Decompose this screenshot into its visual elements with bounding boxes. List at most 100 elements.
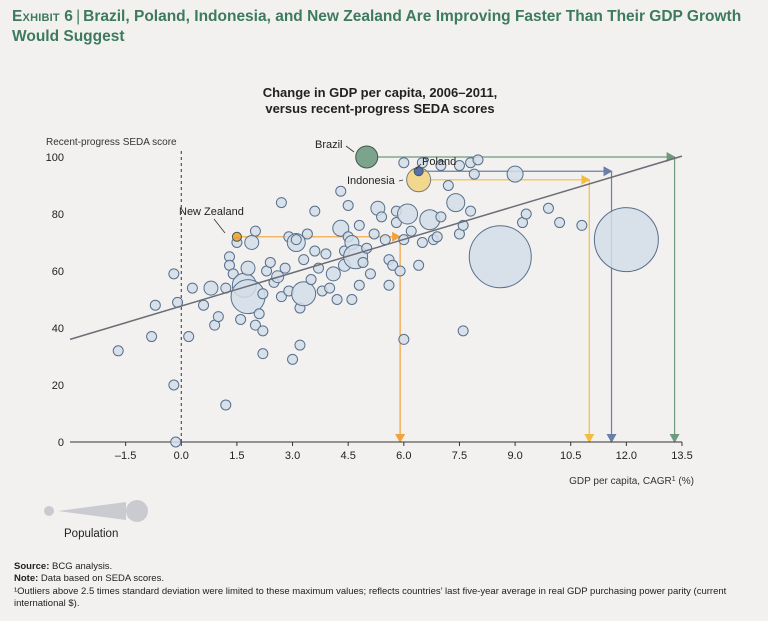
data-point [520,208,532,220]
data-point [309,205,321,217]
chart-title-line1: Change in GDP per capita, 2006–2011, [262,85,498,100]
population-large-circle [126,500,148,522]
data-point [379,234,391,246]
data-point [198,299,210,311]
data-point [294,339,306,351]
data-point [298,254,310,266]
data-point [342,199,354,211]
population-legend-label: Population [64,528,119,540]
source-text: BCG analysis. [49,561,113,572]
data-point [397,203,419,225]
y-axis-label: Recent-progress SEDA score [46,137,177,148]
data-point [244,235,260,250]
data-point [368,228,380,240]
data-point [324,282,336,294]
data-point [465,205,477,217]
data-point [387,259,399,271]
data-point [183,331,195,343]
exhibit-heading: Brazil, Poland, Indonesia, and New Zeala… [12,8,742,45]
x-tick-label: 10.5 [560,450,581,462]
data-point [468,225,532,289]
data-point [240,260,256,276]
new-zealand-point [231,231,242,242]
data-point [442,180,454,191]
data-point [279,262,291,274]
x-tick-label: 9.0 [507,450,522,462]
data-point [249,319,261,331]
x-tick-label: 4.5 [341,450,356,462]
x-tick-label: 7.5 [452,450,467,462]
data-point [257,288,269,300]
data-point [290,234,302,246]
data-point [353,279,365,291]
y-tick-label: 40 [52,323,64,335]
data-point [249,225,261,237]
y-tick-label: 0 [58,437,64,449]
data-point [112,345,124,357]
brazil-point [355,145,379,169]
data-point [149,299,161,311]
new-zealand-leader-line [213,218,226,234]
note-text: Data based on SEDA scores. [38,573,164,585]
x-tick-label: 12.0 [616,450,637,462]
data-point [257,348,269,360]
data-point [203,280,219,296]
data-point [275,291,287,303]
data-point [301,228,313,240]
data-point [291,281,317,307]
x-tick-label: 3.0 [285,450,300,462]
data-point [220,399,232,411]
data-point [405,225,417,237]
data-points [69,154,683,448]
x-tick-label: 1.5 [229,450,244,462]
data-point [576,219,588,231]
population-legend [44,500,148,522]
data-point [398,157,410,169]
data-point [431,231,443,243]
x-tick-label: 0.0 [174,450,189,462]
data-point [542,202,554,214]
data-point [593,207,659,273]
y-tick-label: 20 [52,380,64,392]
data-point [257,325,269,337]
indonesia-label: Indonesia [347,175,396,187]
data-point [353,219,365,231]
exhibit-title: Exhibit 6 | Brazil, Poland, Indonesia, and… [12,7,757,47]
data-point [309,245,321,257]
data-point [435,160,447,172]
trend-line [69,155,683,341]
chart-title-line2: versus recent-progress SEDA scores [265,101,495,116]
data-point [186,282,198,294]
data-point [264,256,276,268]
y-tick-label: 100 [46,152,64,164]
data-point [325,266,341,282]
data-point [472,154,484,166]
axes: 0 20 40 60 80 100 –1.5 0.0 1.5 3.0 4.5 6.0 7.5 9.0 10.… [46,137,694,487]
title-separator: | [76,8,81,25]
poland-point [413,166,424,177]
x-tick-label: –1.5 [115,450,136,462]
data-point [253,308,265,320]
data-point [335,185,347,197]
brazil-label: Brazil [315,139,343,151]
highlighted-points [231,145,432,242]
footnote-1: ¹Outliers above 2.5 times standard devia… [14,585,727,609]
chart-labels: Brazil Poland Indonesia New Zealand [179,139,456,234]
note-label: Note: [14,573,39,585]
data-point [332,219,350,237]
data-point [168,379,180,391]
brazil-leader-line [345,145,355,153]
population-small-circle [44,506,54,516]
poland-label: Poland [422,156,456,168]
data-point [376,211,388,223]
data-point [235,313,247,325]
data-point [331,294,343,305]
y-tick-label: 80 [52,209,64,221]
indonesia-leader-line [398,179,404,182]
data-point [468,168,480,180]
data-point [554,217,566,229]
poland-leader-line [415,163,422,170]
data-point [146,331,158,343]
data-point [413,259,425,271]
